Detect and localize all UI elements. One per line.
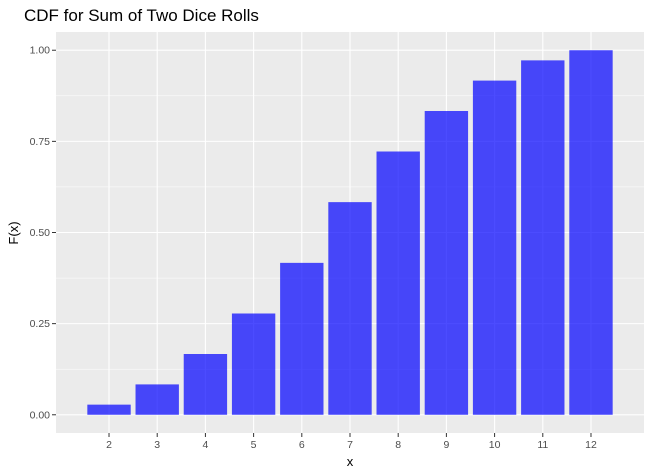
x-tick-label: 6 bbox=[299, 439, 305, 451]
bar-4 bbox=[183, 354, 228, 415]
x-axis-label: x bbox=[347, 454, 354, 469]
x-tick-label: 9 bbox=[443, 439, 449, 451]
y-tick-label: 0.25 bbox=[30, 318, 51, 330]
x-tick-label: 7 bbox=[347, 439, 353, 451]
x-tick-label: 8 bbox=[395, 439, 401, 451]
x-axis: 2 3 4 5 6 7 8 9 10 11 12 bbox=[106, 433, 597, 451]
bar-6 bbox=[280, 262, 324, 415]
x-tick-label: 10 bbox=[489, 439, 501, 451]
bar-11 bbox=[521, 60, 565, 415]
chart-title: CDF for Sum of Two Dice Rolls bbox=[24, 6, 259, 25]
y-tick-label: 0.75 bbox=[30, 136, 51, 148]
y-tick-label: 1.00 bbox=[30, 45, 51, 57]
bar-5 bbox=[231, 313, 276, 415]
y-axis-label: F(x) bbox=[6, 221, 21, 244]
x-tick-label: 11 bbox=[537, 439, 548, 451]
bar-7 bbox=[328, 202, 372, 415]
bar-12 bbox=[569, 50, 613, 415]
x-tick-label: 2 bbox=[106, 439, 112, 451]
bar-3 bbox=[135, 384, 179, 415]
x-tick-label: 3 bbox=[154, 439, 160, 451]
x-tick-label: 12 bbox=[585, 439, 597, 451]
y-axis: 0.00 0.25 0.50 0.75 1.00 bbox=[30, 45, 56, 421]
x-tick-label: 5 bbox=[251, 439, 257, 451]
y-tick-label: 0.50 bbox=[30, 227, 51, 239]
bar-8 bbox=[376, 151, 420, 415]
y-tick-label: 0.00 bbox=[30, 409, 51, 421]
bars bbox=[87, 50, 613, 415]
x-tick-label: 4 bbox=[202, 439, 208, 451]
bar-2 bbox=[87, 404, 131, 415]
bar-9 bbox=[424, 110, 469, 415]
bar-10 bbox=[472, 80, 517, 415]
